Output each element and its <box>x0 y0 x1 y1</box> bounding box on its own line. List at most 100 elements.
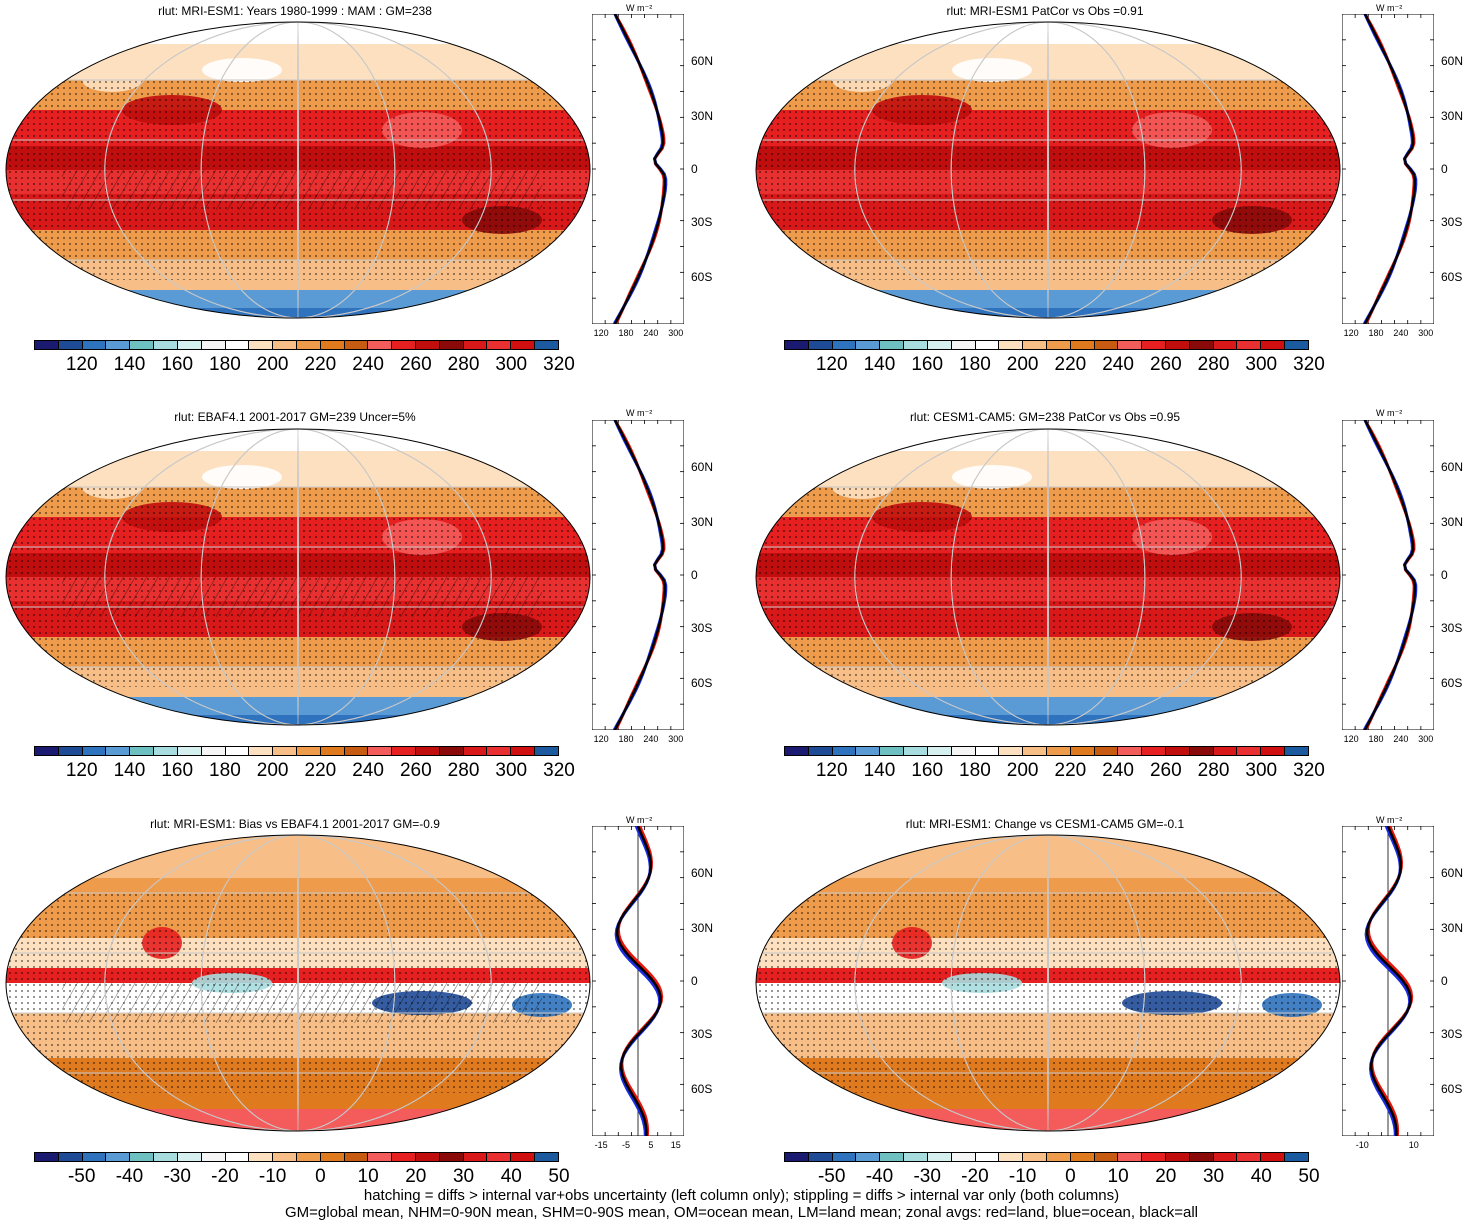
lat-label: 30S <box>691 620 713 635</box>
lat-label: 60S <box>1441 269 1463 284</box>
colorbar-swatch <box>1237 341 1262 349</box>
colorbar-swatch <box>368 1153 393 1161</box>
colorbar-swatch <box>154 341 178 349</box>
zonal-xtick: -15 <box>594 1140 608 1150</box>
colorbar-label: 300 <box>1245 760 1278 781</box>
colorbar-label: -30 <box>913 1166 941 1187</box>
colorbar-swatch <box>1070 747 1095 755</box>
colorbar-swatch <box>511 1153 536 1161</box>
zonal-units-5: W m⁻² <box>626 815 653 825</box>
colorbar-label: 160 <box>161 760 194 781</box>
colorbar-label: 20 <box>1155 1166 1177 1187</box>
colorbar-swatch <box>487 747 512 755</box>
colorbar-labels-2: 120 140 160 180 200 220 240 260 280 300 320 <box>784 354 1325 376</box>
colorbar-labels-4: 120 140 160 180 200 220 240 260 280 300 320 <box>784 760 1325 782</box>
colorbar-swatch <box>249 747 274 755</box>
colorbar-swatch <box>416 747 440 755</box>
colorbar-label: -50 <box>817 1166 846 1187</box>
colorbar-label: -30 <box>163 1166 191 1187</box>
zonal-units-4: W m⁻² <box>1376 408 1403 418</box>
colorbar-swatch <box>1070 341 1095 349</box>
colorbar-label: 160 <box>911 354 944 375</box>
colorbar-label: 220 <box>1054 760 1087 781</box>
colorbar-swatch <box>880 747 905 755</box>
colorbar-6 <box>784 1152 1309 1162</box>
colorbar-swatch <box>320 341 345 349</box>
colorbar-swatch <box>904 341 928 349</box>
colorbar-swatch <box>106 341 131 349</box>
panel-title-6: rlut: MRI-ESM1: Change vs CESM1-CAM5 GM=… <box>905 817 1185 831</box>
zonal-xtick: 120 <box>1343 328 1359 338</box>
colorbar-label: 160 <box>911 760 944 781</box>
colorbar-swatch <box>273 747 297 755</box>
lat-label: 30N <box>1441 515 1464 530</box>
lat-label: 60N <box>691 866 714 881</box>
colorbar-label: 220 <box>304 760 337 781</box>
colorbar-swatch <box>1046 1153 1071 1161</box>
colorbar-label: 140 <box>113 354 146 375</box>
colorbar-label: 50 <box>1298 1166 1320 1187</box>
colorbar-label: 260 <box>1149 760 1182 781</box>
panel-title-5: rlut: MRI-ESM1: Bias vs EBAF4.1 2001-201… <box>150 817 440 831</box>
colorbar-swatch <box>487 341 512 349</box>
lat-label: 0 <box>1441 568 1448 582</box>
colorbar-swatch <box>296 1153 321 1161</box>
zonal-units-3: W m⁻² <box>626 408 653 418</box>
colorbar-label: 220 <box>304 354 337 375</box>
colorbar-swatch <box>1166 747 1190 755</box>
colorbar-label: -10 <box>1008 1166 1037 1187</box>
colorbar-label: 120 <box>815 760 848 781</box>
colorbar-label: 200 <box>1006 760 1039 781</box>
zonal-units-2: W m⁻² <box>1376 3 1403 13</box>
colorbar-swatch <box>785 747 809 755</box>
colorbar-swatch <box>1285 747 1308 755</box>
colorbar-swatch <box>154 747 178 755</box>
colorbar-swatch <box>273 1153 297 1161</box>
colorbar-swatch <box>535 341 558 349</box>
colorbar-swatch <box>296 747 321 755</box>
panel-title-2: rlut: MRI-ESM1 PatCor vs Obs =0.91 <box>946 4 1144 18</box>
colorbar-swatch <box>1142 341 1166 349</box>
colorbar-swatch <box>999 341 1024 349</box>
colorbar-swatch <box>1213 341 1238 349</box>
colorbar-swatch <box>856 341 881 349</box>
colorbar-swatch <box>975 1153 1000 1161</box>
colorbar-swatch <box>368 747 393 755</box>
zonal-mean-plot-1 <box>592 14 684 324</box>
lat-label: 0 <box>691 974 698 988</box>
map-panel-5 <box>5 834 591 1132</box>
colorbar-label: 0 <box>315 1166 326 1187</box>
colorbar-swatch <box>1189 1153 1214 1161</box>
colorbar-swatch <box>1023 747 1047 755</box>
colorbar-swatch <box>35 747 59 755</box>
map-panel-2 <box>755 21 1341 319</box>
colorbar-swatch <box>201 747 226 755</box>
colorbar-swatch <box>785 341 809 349</box>
colorbar-swatch <box>927 747 952 755</box>
colorbar-label: 280 <box>447 760 480 781</box>
colorbar-label: 120 <box>815 354 848 375</box>
panel-title-3: rlut: EBAF4.1 2001-2017 GM=239 Uncer=5% <box>174 410 416 424</box>
zonal-mean-plot-2 <box>1342 14 1434 324</box>
zonal-xtick: 180 <box>1368 734 1384 744</box>
map-panel-3 <box>5 428 591 726</box>
panel-title-1: rlut: MRI-ESM1: Years 1980-1999 : MAM : … <box>158 4 432 18</box>
colorbar-swatch <box>951 341 976 349</box>
colorbar-swatch <box>1094 341 1119 349</box>
colorbar-swatch <box>511 747 536 755</box>
colorbar-swatch <box>808 747 833 755</box>
zonal-xtick: 120 <box>1343 734 1359 744</box>
colorbar-swatch <box>927 341 952 349</box>
colorbar-swatch <box>1285 341 1308 349</box>
colorbar-swatch <box>1261 341 1286 349</box>
lat-label: 60N <box>1441 460 1464 475</box>
colorbar-swatch <box>951 1153 976 1161</box>
lat-label: 0 <box>1441 974 1448 988</box>
colorbar-swatch <box>439 341 464 349</box>
lat-label: 60S <box>1441 1081 1463 1096</box>
colorbar-swatch <box>416 341 440 349</box>
colorbar-swatch <box>927 1153 952 1161</box>
colorbar-swatch <box>58 1153 83 1161</box>
colorbar-label: 300 <box>495 760 528 781</box>
colorbar-label: -50 <box>67 1166 96 1187</box>
